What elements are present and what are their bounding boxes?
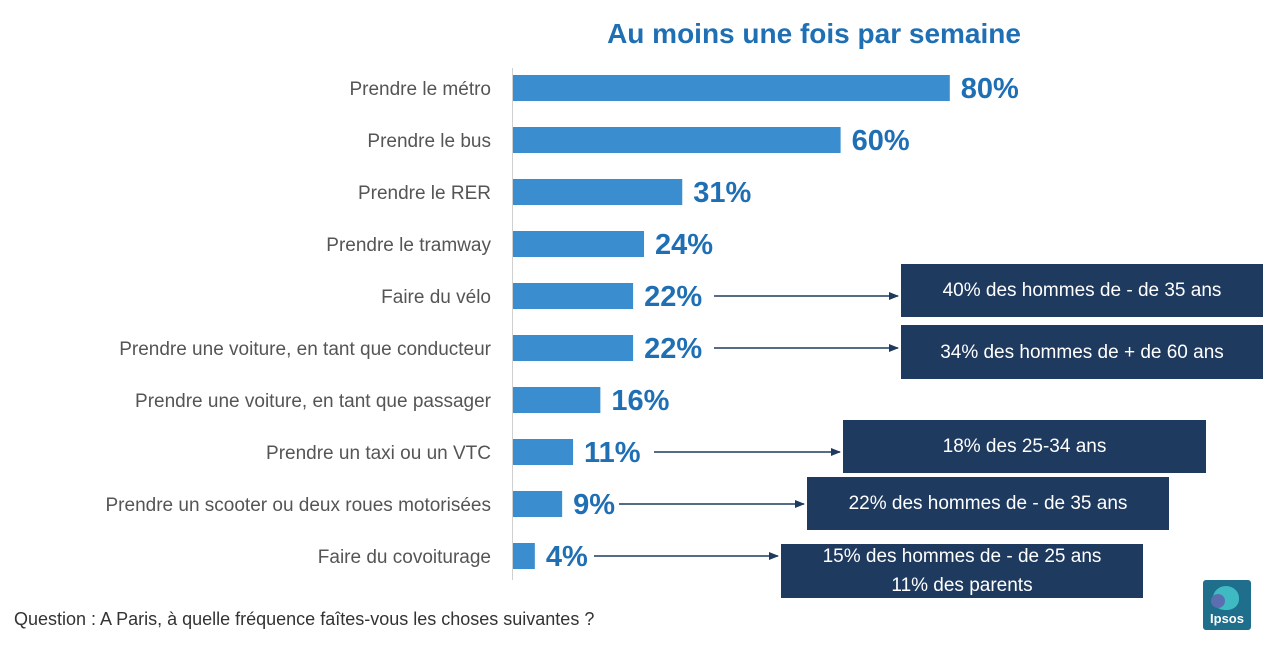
category-label: Prendre un scooter ou deux roues motoris… [106,495,492,516]
category-label: Prendre une voiture, en tant que passage… [135,391,492,412]
annotation-callout: 34% des hommes de + de 60 ans [901,325,1263,379]
ipsos-logo: Ipsos [1203,580,1251,630]
category-label: Prendre le métro [349,79,491,100]
annotation-text: 11% des parents [891,575,1033,596]
annotation-callout: 18% des 25-34 ans [843,420,1206,473]
category-label: Faire du vélo [381,287,491,308]
value-label: 22% [644,281,702,313]
bar [513,127,841,153]
value-label: 16% [611,385,669,417]
value-label: 4% [546,541,588,573]
annotation-callout: 15% des hommes de - de 25 ans 11% des par… [781,544,1143,598]
annotation-text: 34% des hommes de + de 60 ans [940,341,1224,363]
value-label: 22% [644,333,702,365]
category-label: Prendre un taxi ou un VTC [266,443,491,464]
category-label: Prendre une voiture, en tant que conduct… [119,339,491,360]
category-label: Prendre le RER [358,183,491,204]
bar [513,283,634,309]
category-label: Prendre le tramway [326,235,491,256]
value-label: 60% [852,125,910,157]
bar [513,387,601,413]
value-label: 31% [693,177,751,209]
annotation-callout: 22% des hommes de - de 35 ans [807,477,1169,530]
category-label: Prendre le bus [367,131,491,152]
survey-question: Question : A Paris, à quelle fréquence f… [14,609,595,629]
annotation-callout: 40% des hommes de - de 35 ans [901,264,1263,317]
value-label: 24% [655,229,713,261]
bar [513,179,683,205]
logo-text: Ipsos [1210,611,1244,626]
category-label: Faire du covoiturage [318,547,491,568]
bar [513,543,535,569]
value-label: 11% [584,437,641,469]
annotation-text: 40% des hommes de - de 35 ans [942,280,1222,301]
annotation-text: 18% des 25-34 ans [942,436,1107,457]
bar [513,75,950,101]
bar [513,231,645,257]
value-label: 80% [961,73,1019,105]
annotation-text: 15% des hommes de - de 25 ans [822,546,1102,567]
bar [513,491,563,517]
value-label: 9% [573,489,615,521]
bar [513,335,634,361]
bar [513,439,574,465]
chart-title: Au moins une fois par semaine [607,18,1021,49]
annotation-text: 22% des hommes de - de 35 ans [848,493,1128,514]
